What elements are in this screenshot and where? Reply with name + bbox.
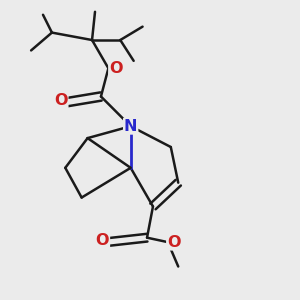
- Text: O: O: [109, 61, 123, 76]
- Text: N: N: [124, 119, 137, 134]
- Text: O: O: [96, 233, 109, 248]
- Text: O: O: [167, 235, 181, 250]
- Text: O: O: [54, 94, 68, 109]
